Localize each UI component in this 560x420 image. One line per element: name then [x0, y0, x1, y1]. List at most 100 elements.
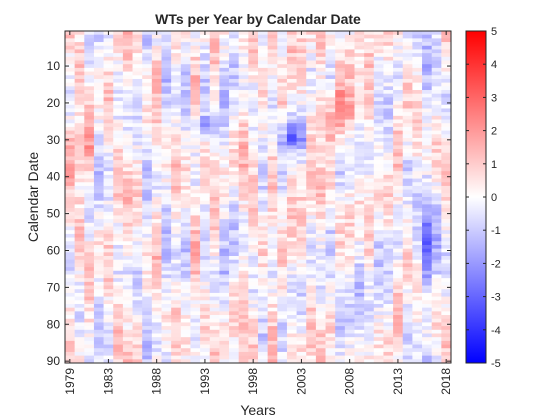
heatmap-cell: [258, 193, 268, 198]
heatmap-cell: [344, 193, 355, 198]
heatmap-cell: [393, 112, 404, 117]
heatmap-cell: [84, 215, 95, 220]
heatmap-cell: [229, 222, 239, 227]
heatmap-cell: [422, 303, 432, 308]
heatmap-cell: [103, 351, 114, 356]
heatmap-cell: [258, 289, 268, 294]
heatmap-cell: [122, 208, 133, 213]
heatmap-cell: [267, 38, 278, 43]
heatmap-cell: [122, 160, 133, 165]
heatmap-cell: [412, 42, 423, 47]
heatmap-cell: [93, 215, 104, 220]
heatmap-cell: [258, 230, 268, 235]
heatmap-cell: [364, 82, 375, 87]
heatmap-cell: [200, 222, 211, 227]
heatmap-cell: [277, 115, 288, 120]
heatmap-cell: [286, 215, 297, 220]
heatmap-cell: [286, 171, 297, 176]
heatmap-cell: [296, 134, 307, 139]
heatmap-cell: [315, 315, 326, 320]
heatmap-cell: [393, 315, 404, 320]
heatmap-cell: [180, 104, 191, 109]
heatmap-cell: [267, 274, 278, 279]
heatmap-cell: [315, 101, 326, 106]
heatmap-cell: [200, 108, 211, 113]
heatmap-cell: [113, 104, 124, 109]
heatmap-cell: [344, 318, 355, 323]
heatmap-cell: [209, 167, 220, 172]
heatmap-cell: [277, 152, 288, 157]
heatmap-cell: [315, 130, 326, 135]
heatmap-cell: [335, 226, 346, 231]
heatmap-cell: [151, 152, 162, 157]
heatmap-cell: [74, 278, 85, 283]
heatmap-cell: [267, 60, 278, 65]
heatmap-cell: [142, 112, 153, 117]
heatmap-cell: [325, 53, 336, 58]
heatmap-cell: [122, 182, 133, 187]
heatmap-cell: [286, 38, 297, 43]
heatmap-cell: [161, 307, 172, 312]
heatmap-cell: [238, 101, 249, 106]
heatmap-cell: [171, 219, 182, 224]
heatmap-cell: [151, 42, 162, 47]
heatmap-cell: [65, 259, 75, 264]
heatmap-cell: [122, 75, 133, 80]
heatmap-cell: [161, 285, 172, 290]
heatmap-cell: [200, 300, 211, 305]
heatmap-cell: [364, 289, 375, 294]
heatmap-cell: [93, 167, 104, 172]
heatmap-cell: [238, 104, 249, 109]
heatmap-cell: [113, 200, 124, 205]
heatmap-cell: [113, 259, 124, 264]
heatmap-cell: [93, 263, 104, 268]
heatmap-cell: [190, 208, 201, 213]
heatmap-cell: [142, 278, 153, 283]
heatmap-cell: [103, 200, 114, 205]
heatmap-cell: [402, 241, 413, 246]
heatmap-cell: [344, 163, 355, 168]
heatmap-cell: [325, 71, 336, 76]
heatmap-cell: [315, 292, 326, 297]
heatmap-cell: [315, 86, 326, 91]
heatmap-cell: [65, 167, 75, 172]
heatmap-cell: [286, 101, 297, 106]
heatmap-cell: [238, 134, 249, 139]
heatmap-cell: [151, 160, 162, 165]
heatmap-cell: [354, 90, 365, 95]
heatmap-cell: [229, 237, 239, 242]
heatmap-cell: [93, 359, 104, 364]
heatmap-cell: [113, 42, 124, 47]
heatmap-cell: [315, 178, 326, 183]
heatmap-cell: [422, 340, 432, 345]
heatmap-cell: [412, 38, 423, 43]
heatmap-cell: [431, 296, 442, 301]
heatmap-cell: [412, 197, 423, 201]
heatmap-cell: [65, 326, 75, 331]
heatmap-cell: [84, 351, 95, 356]
heatmap-cell: [431, 344, 442, 349]
heatmap-cell: [65, 141, 75, 146]
heatmap-cell: [248, 344, 259, 349]
heatmap-cell: [335, 274, 346, 279]
heatmap-cell: [65, 241, 75, 246]
heatmap-cell: [373, 322, 384, 327]
heatmap-cell: [344, 237, 355, 242]
heatmap-cell: [325, 104, 336, 109]
heatmap-cell: [393, 82, 404, 87]
heatmap-cell: [315, 34, 326, 39]
heatmap-cell: [161, 101, 172, 106]
heatmap-cell: [248, 211, 259, 216]
heatmap-cell: [171, 82, 182, 87]
heatmap-cell: [171, 285, 182, 290]
heatmap-cell: [373, 278, 384, 283]
heatmap-cell: [229, 326, 239, 331]
x-tick-label: 2008: [343, 368, 357, 395]
heatmap-cell: [248, 53, 259, 58]
heatmap-cell: [219, 31, 230, 35]
heatmap-cell: [344, 145, 355, 150]
heatmap-cell: [412, 71, 423, 76]
heatmap-cell: [344, 38, 355, 43]
heatmap-cell: [65, 197, 75, 201]
heatmap-cell: [412, 31, 423, 35]
